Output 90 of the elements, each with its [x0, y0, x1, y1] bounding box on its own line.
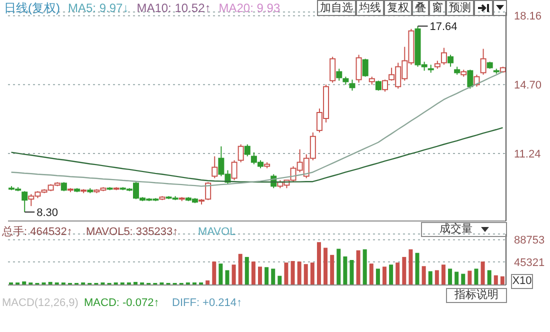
candlestick	[349, 79, 356, 92]
annotation: MAVOL5: 335233↑	[86, 226, 178, 239]
annotation: 总手: 464532↑	[2, 226, 72, 239]
candlestick	[448, 54, 454, 68]
text: MACD(12,26,9)	[2, 297, 78, 310]
text: MACD: -0.072↑	[84, 297, 160, 310]
bar	[434, 270, 439, 285]
bar	[310, 262, 314, 285]
bar	[448, 268, 452, 285]
bar	[441, 264, 446, 285]
candlestick	[212, 156, 218, 179]
bar	[408, 249, 413, 285]
bar	[232, 264, 236, 285]
y-tick-label: 45321	[514, 256, 545, 269]
annotation: 加自选	[317, 0, 356, 16]
bar	[500, 276, 504, 285]
candlestick	[22, 190, 28, 213]
bar	[402, 256, 406, 285]
bar	[428, 271, 432, 285]
annotation: 预测	[446, 0, 474, 16]
bar	[343, 256, 348, 285]
bar	[297, 262, 302, 285]
bar	[474, 268, 478, 285]
candlestick	[231, 160, 238, 181]
y-tick-label: 11.24	[514, 148, 541, 160]
bar	[212, 262, 216, 285]
bar	[454, 272, 459, 285]
candlestick	[205, 182, 212, 201]
candlestick	[244, 144, 250, 157]
bar	[218, 264, 223, 285]
y-tick-label: 88753	[514, 234, 545, 247]
bar	[369, 264, 374, 285]
bar	[244, 256, 249, 285]
line-series	[10, 71, 504, 187]
annotation: MAVOL	[198, 226, 236, 239]
candlestick	[362, 58, 368, 78]
bar	[316, 242, 321, 285]
bar	[468, 270, 472, 285]
candlestick	[238, 144, 244, 163]
annotation: MA20: 9.93	[218, 0, 280, 16]
text: X10	[512, 274, 532, 289]
annotation: 均线	[356, 0, 384, 16]
bar	[304, 264, 308, 285]
bar	[324, 248, 328, 285]
annotation: 8.30	[36, 207, 58, 220]
bar	[376, 268, 380, 285]
annotation: 叠	[412, 0, 429, 16]
bar	[258, 266, 262, 285]
annotation: 复权	[384, 0, 412, 16]
bar	[238, 254, 242, 285]
annotation: 17.64	[430, 21, 458, 34]
bar	[330, 254, 334, 285]
candlestick	[375, 80, 382, 92]
bar	[336, 248, 341, 285]
bar	[264, 267, 269, 285]
bar	[251, 262, 256, 285]
bar	[480, 262, 485, 285]
bar	[362, 249, 367, 285]
candlestick	[474, 74, 480, 88]
y-tick-label: 14.70	[514, 80, 542, 92]
text: DIFF: +0.214↑	[172, 297, 242, 310]
bar	[487, 270, 492, 285]
bar	[225, 270, 230, 285]
candlestick	[467, 69, 474, 90]
bar	[422, 266, 426, 285]
bar	[290, 261, 295, 285]
bar	[350, 260, 354, 285]
bar	[415, 252, 420, 285]
bar	[461, 274, 466, 285]
candlestick	[330, 56, 336, 84]
y-tick-label: 18.16	[514, 10, 542, 23]
annotation: 窗	[429, 0, 446, 16]
bar	[382, 266, 386, 285]
candlestick	[382, 79, 388, 92]
bar	[356, 250, 360, 285]
candlestick	[356, 54, 362, 84]
candlestick	[440, 47, 447, 66]
annotation: 成交量	[440, 222, 472, 237]
chart-title: 日线(复权)	[4, 0, 60, 16]
annotation: MA10: 10.52↑	[136, 0, 211, 16]
annotation: MA5: 9.97↓	[68, 0, 129, 16]
candlestick	[336, 68, 342, 82]
bar	[284, 262, 288, 285]
candlestick	[480, 48, 486, 76]
bar	[494, 275, 498, 285]
bar	[271, 268, 276, 285]
bar	[396, 262, 400, 285]
text: 指标说明	[454, 288, 498, 303]
bar	[278, 276, 282, 285]
bar	[389, 264, 394, 285]
